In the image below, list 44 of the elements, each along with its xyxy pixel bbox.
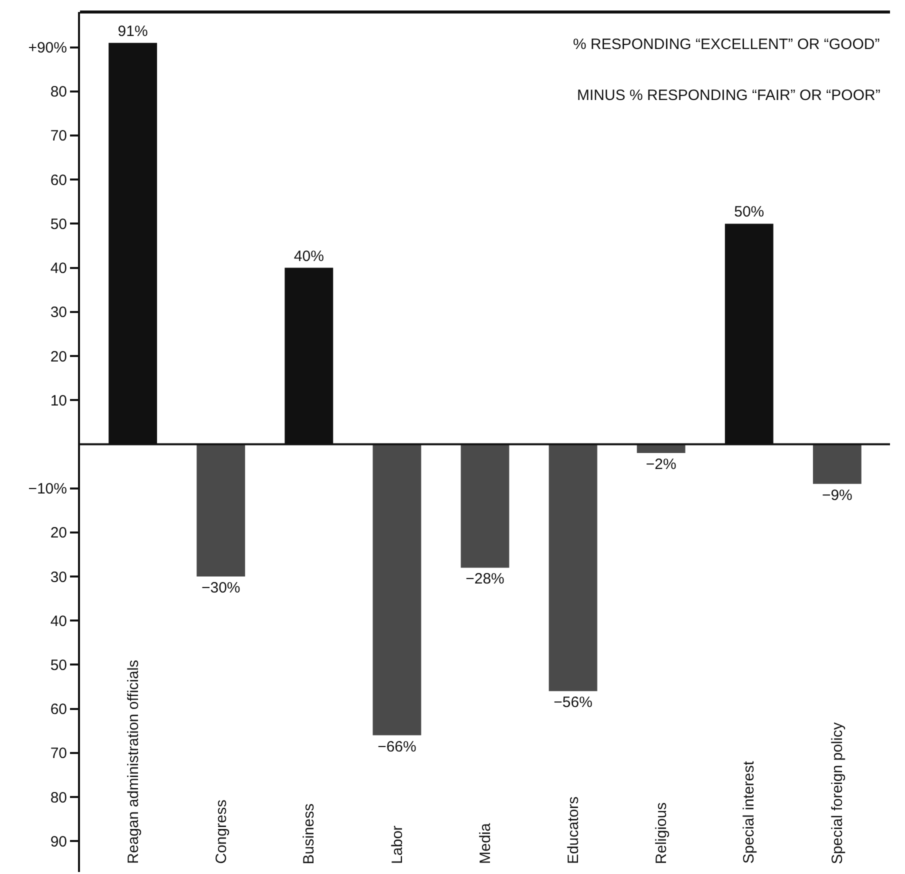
x-tick-label: Labor <box>388 826 406 864</box>
x-tick-label: Religious <box>653 802 670 864</box>
y-tick-label: 20 <box>50 348 67 366</box>
x-tick-label: Business <box>300 804 318 864</box>
bar <box>460 444 510 568</box>
annotation: % RESPONDING “EXCELLENT” OR “GOOD” <box>573 36 880 53</box>
bar <box>372 444 422 736</box>
data-label: −30% <box>201 580 240 597</box>
data-label: −56% <box>554 694 592 712</box>
y-tick-label: 80 <box>50 789 67 806</box>
data-label: 91% <box>118 22 148 40</box>
data-label: −66% <box>378 738 416 756</box>
x-tick-label: Special foreign policy <box>829 722 846 864</box>
bar <box>636 444 686 454</box>
y-tick-label: 90 <box>50 833 67 850</box>
data-label: 40% <box>294 248 324 265</box>
y-tick-label: 50 <box>50 656 67 674</box>
x-tick-label: Special interest <box>740 760 758 864</box>
x-tick-label: Reagan administration officials <box>124 660 142 864</box>
bar <box>812 444 862 484</box>
y-tick-label: 10 <box>50 392 67 410</box>
x-tick-label: Congress <box>212 800 230 864</box>
bar <box>196 444 246 577</box>
data-label: −28% <box>466 570 504 588</box>
y-tick-label: 30 <box>50 568 67 586</box>
y-tick-label: 30 <box>50 304 67 322</box>
y-tick-label: 70 <box>50 745 67 762</box>
y-tick-label: 60 <box>50 701 67 718</box>
y-tick-label: 20 <box>50 524 67 542</box>
x-tick-label: Media <box>477 822 494 864</box>
y-tick-label: 50 <box>50 216 67 233</box>
y-tick-label: 40 <box>50 612 67 630</box>
y-tick-label: 40 <box>50 260 67 278</box>
y-tick-label: 80 <box>50 84 67 101</box>
y-tick-label: 60 <box>50 172 67 189</box>
y-tick-label: +90% <box>28 40 67 57</box>
y-tick-label: −10% <box>28 480 67 498</box>
data-label: 50% <box>734 204 764 221</box>
x-tick-label: Educators <box>565 796 582 864</box>
annotation: MINUS % RESPONDING “FAIR” OR “POOR” <box>577 87 880 104</box>
data-label: −9% <box>822 486 852 504</box>
bar <box>548 444 598 692</box>
data-label: −2% <box>646 456 676 474</box>
y-tick-label: 70 <box>50 128 67 145</box>
